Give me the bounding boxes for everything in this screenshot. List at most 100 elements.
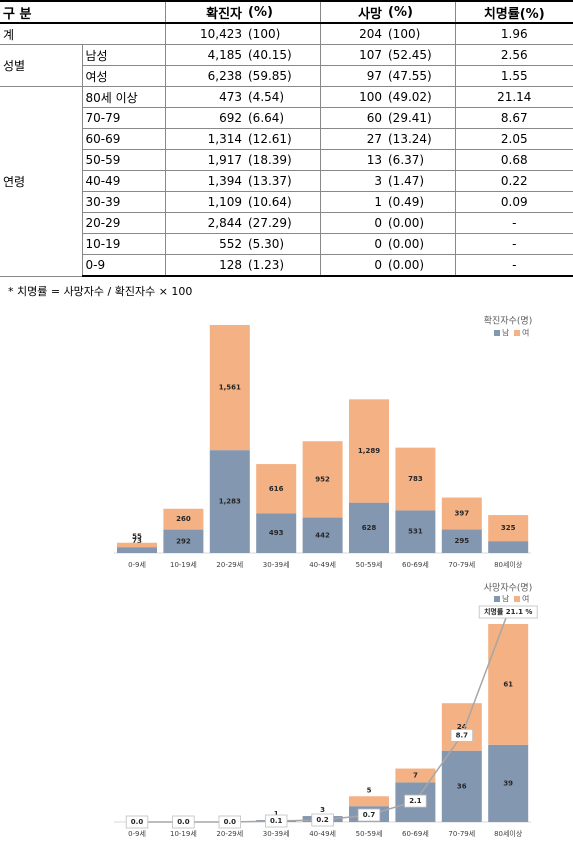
bar-segment <box>349 399 389 503</box>
bar-segment <box>117 547 157 553</box>
bar-segment <box>256 464 297 514</box>
data-cell: 21.14 <box>455 86 573 108</box>
x-tick-label: 60-69세 <box>402 829 429 838</box>
table-row: 0-9 128 (1.23) 0 (0.00) - <box>0 254 573 277</box>
data-cell: (52.45) <box>385 44 456 66</box>
x-tick-label: 40-49세 <box>309 560 336 569</box>
rate-label: 2.1 <box>409 797 422 805</box>
x-tick-label: 20-29세 <box>216 829 243 838</box>
table-row: 여성 6,238 (59.85) 97 (47.55) 1.55 <box>0 65 573 87</box>
bar-segment <box>117 542 157 548</box>
table-row: 연령 80세 이상 473 (4.54) 100 (49.02) 21.14 <box>0 86 573 277</box>
x-tick-label: 10-19세 <box>170 829 197 838</box>
header-cell: (%) <box>385 0 456 24</box>
bar-segment <box>395 447 436 511</box>
rate-label: 0.0 <box>131 818 144 826</box>
bar-label: 1,283 <box>219 498 241 506</box>
data-cell: (47.55) <box>385 65 456 87</box>
table-row: 60-69 1,314 (12.61) 27 (13.24) 2.05 <box>0 128 573 150</box>
data-cell: (29.41) <box>385 107 456 129</box>
x-tick-label: 0-9세 <box>128 560 146 569</box>
bar-segment <box>395 768 436 783</box>
rate-label: 0.1 <box>270 817 283 825</box>
data-cell: 128 <box>165 254 245 277</box>
x-tick-label: 70-79세 <box>448 560 475 569</box>
summary-table: 구 분 확진자 (%) 사망 (%) 치명률(%) 계 10,423 (100) 204 (100)… <box>0 0 573 277</box>
bar-segment <box>163 529 204 553</box>
x-tick-label: 30-39세 <box>263 560 290 569</box>
bar-label: 628 <box>362 524 377 532</box>
x-tick-label: 50-59세 <box>356 829 383 838</box>
x-tick-label: 0-9세 <box>128 829 146 838</box>
bar-segment <box>441 529 482 553</box>
bar-segment <box>441 703 482 751</box>
bar-label: 73 <box>132 537 142 545</box>
data-cell: (0.00) <box>385 233 456 255</box>
rate-label-box <box>357 808 381 822</box>
row-label: 40-49 <box>82 170 166 192</box>
chart-title: 확진자수(명) <box>484 315 532 327</box>
data-cell: 552 <box>165 233 245 255</box>
bar-label: 783 <box>408 475 423 483</box>
bar-label: 325 <box>501 524 516 532</box>
bar-label: 952 <box>315 475 330 483</box>
rate-label-box <box>404 794 427 808</box>
bar-label: 397 <box>454 509 469 517</box>
data-cell: (27.29) <box>245 212 321 234</box>
bar-segment <box>163 508 204 530</box>
data-cell: 1,917 <box>165 149 245 171</box>
bar-segment <box>302 517 343 553</box>
bar-segment <box>256 513 297 553</box>
rate-label: 0.0 <box>224 818 237 826</box>
table-row: 20-29 2,844 (27.29) 0 (0.00) - <box>0 212 573 234</box>
row-label: 0-9 <box>82 254 166 277</box>
bar-label: 1,289 <box>358 447 380 455</box>
row-label: 20-29 <box>82 212 166 234</box>
rate-label: 0.0 <box>177 818 190 826</box>
bar-label: 55 <box>132 533 142 541</box>
header-row: 구 분 확진자 (%) 사망 (%) 치명률(%) <box>0 0 573 24</box>
data-cell: (5.30) <box>245 233 321 255</box>
table-row: 40-49 1,394 (13.37) 3 (1.47) 0.22 <box>0 170 573 192</box>
bar-segment <box>209 450 250 553</box>
data-cell: (49.02) <box>385 86 456 108</box>
x-tick-label: 40-49세 <box>309 829 336 838</box>
rate-label-box <box>172 815 195 829</box>
data-cell: 107 <box>320 44 385 66</box>
rate-label-box <box>264 814 288 828</box>
bar-segment <box>395 510 436 553</box>
legend-label: 여 <box>522 594 529 604</box>
data-cell: 4,185 <box>165 44 245 66</box>
bar-label: 493 <box>269 529 284 537</box>
bar-segment <box>441 750 482 822</box>
x-tick-label: 70-79세 <box>448 829 475 838</box>
bar-label: 24 <box>457 723 467 731</box>
table-row: 성별 남성 4,185 (40.15) 107 (52.45) 2.56 <box>0 44 573 87</box>
data-cell: (12.61) <box>245 128 321 150</box>
x-tick-label: 20-29세 <box>216 560 243 569</box>
data-cell: 0 <box>320 254 385 277</box>
rate-label: 0.7 <box>363 811 376 819</box>
bar-label: 616 <box>269 485 284 493</box>
x-tick-label: 80세이상 <box>494 829 523 838</box>
rate-label-box <box>311 813 334 827</box>
table-row: 50-59 1,917 (18.39) 13 (6.37) 0.68 <box>0 149 573 171</box>
table-row: 10-19 552 (5.30) 0 (0.00) - <box>0 233 573 255</box>
bar-label: 295 <box>454 537 469 545</box>
data-cell: 27 <box>320 128 385 150</box>
bar-label: 3 <box>320 806 325 814</box>
data-cell: (59.85) <box>245 65 321 87</box>
bar-segment <box>488 541 529 553</box>
bar-label: 531 <box>408 528 423 536</box>
data-cell: 1.96 <box>455 22 573 45</box>
bar-label: 61 <box>503 680 513 688</box>
header-cell: 치명률(%) <box>455 0 573 24</box>
table-row: 계 10,423 (100) 204 (100) 1.96 <box>0 22 573 45</box>
bar-label: 1,561 <box>219 384 241 392</box>
bar-segment <box>488 744 529 822</box>
x-tick-label: 10-19세 <box>170 560 197 569</box>
bar-segment <box>349 502 389 553</box>
bar-label: 36 <box>457 782 467 790</box>
bar-label: 1 <box>274 810 279 818</box>
